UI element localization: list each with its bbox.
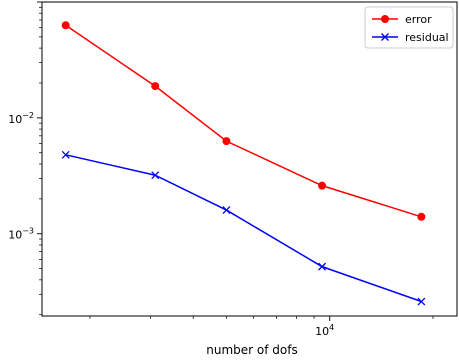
y-tick-label: 10−2 bbox=[8, 111, 34, 126]
series-line-error bbox=[65, 24, 422, 218]
legend: error residual bbox=[364, 6, 454, 49]
legend-marker bbox=[381, 15, 389, 23]
residual-point bbox=[222, 206, 231, 215]
series-line-residual bbox=[65, 154, 422, 303]
y-tick-label: 10−3 bbox=[8, 227, 34, 242]
legend-marker bbox=[381, 33, 389, 41]
legend-entry-residual: residual bbox=[372, 31, 449, 44]
error-point bbox=[318, 181, 327, 190]
legend-label: residual bbox=[405, 31, 449, 44]
residual-point bbox=[417, 297, 426, 306]
residual-point bbox=[61, 150, 70, 159]
plot-marks bbox=[61, 21, 426, 306]
residual-point bbox=[318, 262, 327, 271]
error-point bbox=[222, 137, 231, 146]
error-point bbox=[417, 212, 426, 221]
legend-entry-error: error bbox=[372, 13, 432, 26]
residual-point bbox=[151, 171, 160, 180]
axis-ticks: 104 10−2 10−3 bbox=[8, 1, 434, 338]
x-axis-label: number of dofs bbox=[206, 343, 297, 357]
plot-area-frame bbox=[41, 1, 458, 317]
error-point bbox=[61, 21, 70, 30]
legend-label: error bbox=[405, 13, 432, 26]
error-point bbox=[151, 82, 160, 91]
x-tick-label: 104 bbox=[315, 323, 334, 338]
